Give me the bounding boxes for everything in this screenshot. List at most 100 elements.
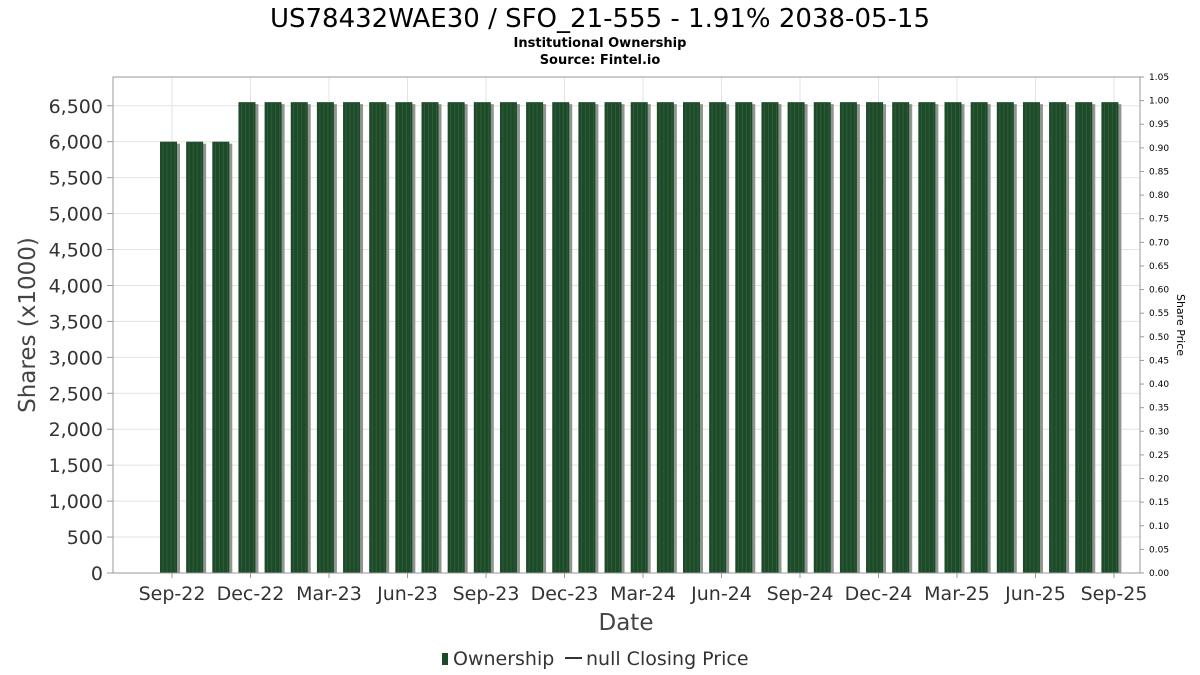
bar-body xyxy=(630,102,648,573)
x-tick-label: Sep-22 xyxy=(139,583,206,605)
y2-tick-label: 0.45 xyxy=(1149,356,1169,366)
bar-body xyxy=(499,102,517,573)
y-tick-label: 1,000 xyxy=(49,491,103,513)
bar-body xyxy=(369,102,387,573)
x-tick-label: Jun-23 xyxy=(376,583,438,605)
y-axis-ticks: 0 500 1,000 1,500 2,000 2,500 3,000 3,500 4,000 4… xyxy=(49,96,113,585)
bar-body xyxy=(918,102,936,573)
y-tick-label: 3,000 xyxy=(49,347,103,369)
y2-tick-label: 0.75 xyxy=(1149,215,1169,225)
x-tick-label: Mar-25 xyxy=(924,583,990,605)
bar xyxy=(369,102,390,573)
bar xyxy=(735,102,756,573)
y-tick-label: 2,500 xyxy=(49,383,103,405)
bar xyxy=(578,102,599,573)
bar-body xyxy=(866,102,884,573)
bar-body xyxy=(473,102,491,573)
bar xyxy=(343,102,364,573)
y2-tick-label: 0.90 xyxy=(1149,144,1169,154)
x-tick-label: Dec-22 xyxy=(217,583,285,605)
bar xyxy=(918,102,939,573)
bar xyxy=(761,102,782,573)
bar-body xyxy=(447,102,465,573)
bar xyxy=(421,102,442,573)
y-tick-label: 6,000 xyxy=(49,132,103,154)
bar xyxy=(264,102,285,573)
y-tick-label: 4,000 xyxy=(49,275,103,297)
bar-body xyxy=(186,141,204,573)
bar xyxy=(447,102,468,573)
bar xyxy=(944,102,965,573)
y2-tick-label: 0.10 xyxy=(1149,522,1169,532)
bar-body xyxy=(813,102,831,573)
bar-body xyxy=(761,102,779,573)
x-tick-label: Sep-23 xyxy=(453,583,520,605)
y2-tick-label: 0.05 xyxy=(1149,545,1169,555)
x-tick-label: Mar-24 xyxy=(610,583,676,605)
x-tick-label: Jun-24 xyxy=(690,583,752,605)
bar xyxy=(996,102,1017,573)
bar xyxy=(526,102,547,573)
x-tick-label: Mar-23 xyxy=(296,583,362,605)
y2-tick-label: 1.00 xyxy=(1149,97,1169,107)
y2-tick-label: 0.60 xyxy=(1149,286,1169,296)
bar-body xyxy=(787,102,805,573)
bar xyxy=(1075,102,1096,573)
bar-body xyxy=(526,102,544,573)
bar xyxy=(316,102,337,573)
bar-body xyxy=(1101,102,1119,573)
y2-tick-label: 0.65 xyxy=(1149,262,1169,272)
bar-body xyxy=(343,102,361,573)
bar xyxy=(473,102,494,573)
bar xyxy=(552,102,573,573)
bar-body xyxy=(1022,102,1040,573)
legend-swatch-ownership xyxy=(442,653,448,665)
legend: Ownership null Closing Price xyxy=(442,648,749,670)
bar-body xyxy=(421,102,439,573)
x-axis-label: Date xyxy=(599,610,654,636)
bar xyxy=(866,102,887,573)
y2-axis-ticks: 0.00 0.05 0.10 0.15 0.20 0.25 0.30 0.35 0.40 0.45… xyxy=(1140,73,1169,579)
bar xyxy=(970,102,991,573)
bar xyxy=(186,141,207,573)
bar-body xyxy=(839,102,857,573)
bar xyxy=(1101,102,1122,573)
chart-subtitle-2: Source: Fintel.io xyxy=(540,53,661,68)
y-axis-label: Shares (x1000) xyxy=(15,237,41,413)
bar-body xyxy=(970,102,988,573)
y2-tick-label: 0.95 xyxy=(1149,120,1169,130)
y-tick-label: 2,000 xyxy=(49,419,103,441)
y2-tick-label: 0.55 xyxy=(1149,309,1169,319)
x-tick-label: Jun-25 xyxy=(1004,583,1066,605)
x-axis-ticks: Sep-22 Dec-22 Mar-23 Jun-23 Sep-23 Dec-23 Mar-… xyxy=(139,573,1147,605)
y2-tick-label: 0.15 xyxy=(1149,498,1169,508)
bar xyxy=(604,102,625,573)
bar-body xyxy=(552,102,570,573)
bar xyxy=(787,102,808,573)
bar xyxy=(813,102,834,573)
bar xyxy=(290,102,311,573)
bar xyxy=(892,102,913,573)
bar-body xyxy=(735,102,753,573)
bar xyxy=(656,102,677,573)
bar xyxy=(709,102,730,573)
bar-body xyxy=(395,102,413,573)
bar xyxy=(683,102,703,573)
bar-body xyxy=(1075,102,1093,573)
y-tick-label: 3,500 xyxy=(49,311,103,333)
bar xyxy=(395,102,416,573)
bar-body xyxy=(238,102,256,573)
x-tick-label: Sep-24 xyxy=(767,583,834,605)
chart-title: US78432WAE30 / SFO_21-555 - 1.91% 2038-0… xyxy=(270,4,930,34)
y2-tick-label: 0.50 xyxy=(1149,333,1169,343)
chart-subtitle-1: Institutional Ownership xyxy=(514,36,687,51)
bar-body xyxy=(604,102,622,573)
y-tick-label: 1,500 xyxy=(49,455,103,477)
bar xyxy=(238,102,259,573)
bar-body xyxy=(578,102,596,573)
bar-body xyxy=(1049,102,1067,573)
y2-tick-label: 0.20 xyxy=(1149,475,1169,485)
bar xyxy=(1022,102,1043,573)
y2-tick-label: 0.00 xyxy=(1149,569,1169,579)
bar-body xyxy=(656,102,674,573)
